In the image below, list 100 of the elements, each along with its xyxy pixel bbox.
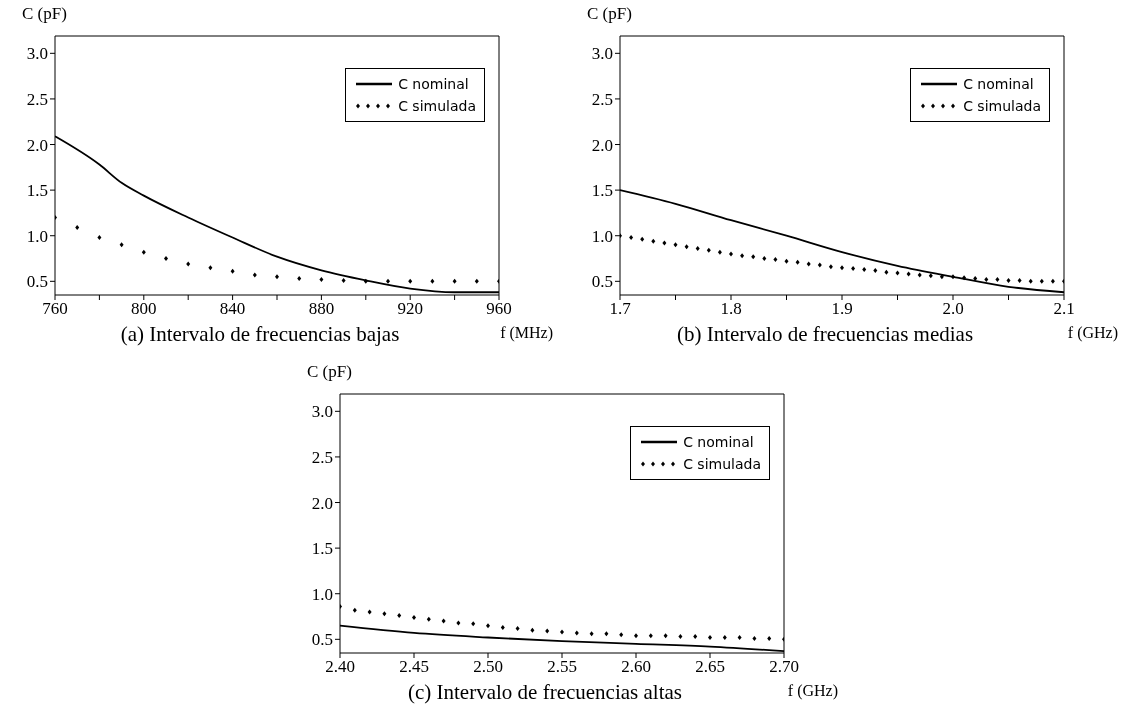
point	[962, 275, 967, 281]
point	[706, 247, 711, 253]
x-tick-label: 1.9	[831, 299, 853, 319]
x-tick-label: 1.8	[720, 299, 742, 319]
point	[456, 620, 461, 626]
point	[695, 245, 700, 251]
point	[141, 249, 146, 255]
y-tick-label: 2.0	[26, 135, 48, 155]
point	[995, 277, 1000, 282]
point	[530, 627, 535, 633]
point	[673, 242, 678, 248]
point	[408, 278, 413, 284]
x-tick-label: 2.70	[769, 657, 799, 677]
y-tick-label: 1.5	[591, 181, 613, 201]
point	[1050, 278, 1055, 284]
point	[341, 277, 346, 283]
x-tick-label: 960	[486, 299, 512, 319]
point	[840, 265, 844, 271]
point	[984, 277, 989, 282]
y-tick-label: 2.0	[311, 493, 333, 513]
y-tick-label: 3.0	[26, 44, 48, 64]
x-tick-label: 2.40	[325, 657, 355, 677]
point	[75, 225, 80, 231]
point	[397, 613, 402, 619]
point	[678, 634, 683, 640]
x-axis-title: f (GHz)	[787, 682, 838, 700]
x-tick-label: 2.55	[547, 657, 577, 677]
point	[722, 635, 727, 640]
point	[693, 634, 698, 640]
point	[773, 256, 778, 262]
x-axis-title: f (GHz)	[1067, 324, 1118, 342]
y-tick-label: 1.5	[26, 181, 48, 201]
x-tick-label: 2.45	[399, 657, 429, 677]
point	[97, 235, 102, 241]
x-tick-label: 2.60	[621, 657, 651, 677]
x-tick-label: 2.50	[473, 657, 503, 677]
legend-label: C nominal	[963, 76, 1034, 92]
point	[939, 274, 944, 280]
point	[717, 249, 722, 255]
y-tick-label: 1.0	[591, 226, 613, 246]
point	[471, 621, 476, 627]
point	[752, 635, 757, 641]
x-tick-label: 880	[308, 299, 335, 319]
point	[452, 278, 457, 284]
point	[363, 278, 368, 284]
point	[1039, 278, 1044, 284]
point	[951, 274, 955, 280]
point	[973, 276, 978, 282]
point	[795, 259, 800, 265]
point	[851, 266, 856, 272]
point	[895, 270, 900, 276]
y-tick-label: 2.5	[26, 89, 48, 109]
point	[486, 623, 490, 629]
x-tick-label: 800	[131, 299, 157, 319]
point	[784, 258, 789, 264]
point	[634, 633, 638, 639]
x-tick-label: 1.7	[609, 299, 632, 319]
y-tick-label: 2.5	[311, 447, 333, 467]
point	[762, 256, 767, 262]
point	[474, 278, 479, 284]
point	[545, 628, 550, 634]
point	[651, 238, 656, 244]
point	[740, 253, 745, 259]
legend-label: C nominal	[398, 76, 469, 92]
text: (b) Intervalo de frecuencias medias	[675, 322, 975, 347]
point	[500, 624, 505, 630]
point	[828, 264, 833, 270]
point	[1028, 278, 1033, 284]
point	[737, 635, 742, 640]
point	[604, 631, 609, 637]
y-axis-title: C (pF)	[587, 4, 632, 24]
y-tick-label: 2.0	[591, 135, 613, 155]
x-tick-label: 920	[397, 299, 423, 319]
text: (c) Intervalo de frecuencias altas	[407, 680, 683, 705]
y-tick-label: 2.5	[591, 89, 613, 109]
y-tick-label: 0.5	[311, 630, 333, 650]
point	[928, 273, 933, 279]
point	[297, 276, 302, 282]
point	[884, 269, 889, 275]
y-axis-title: C (pF)	[307, 362, 352, 382]
point	[119, 242, 124, 248]
point	[426, 616, 431, 622]
point	[619, 632, 624, 638]
point	[751, 254, 756, 260]
legend-label: C nominal	[683, 434, 754, 450]
point	[574, 630, 579, 636]
x-tick-label: 2.0	[942, 299, 964, 319]
y-axis-title: C (pF)	[22, 4, 67, 24]
point	[186, 261, 191, 267]
point	[515, 625, 520, 631]
legend-label: C simulada	[683, 456, 761, 472]
point	[382, 611, 387, 617]
point	[817, 262, 822, 268]
point	[560, 629, 564, 635]
point	[1017, 277, 1022, 283]
point	[230, 268, 235, 274]
point	[386, 278, 390, 284]
y-tick-label: 0.5	[591, 272, 613, 292]
point	[1006, 277, 1011, 283]
y-tick-label: 1.0	[26, 226, 48, 246]
